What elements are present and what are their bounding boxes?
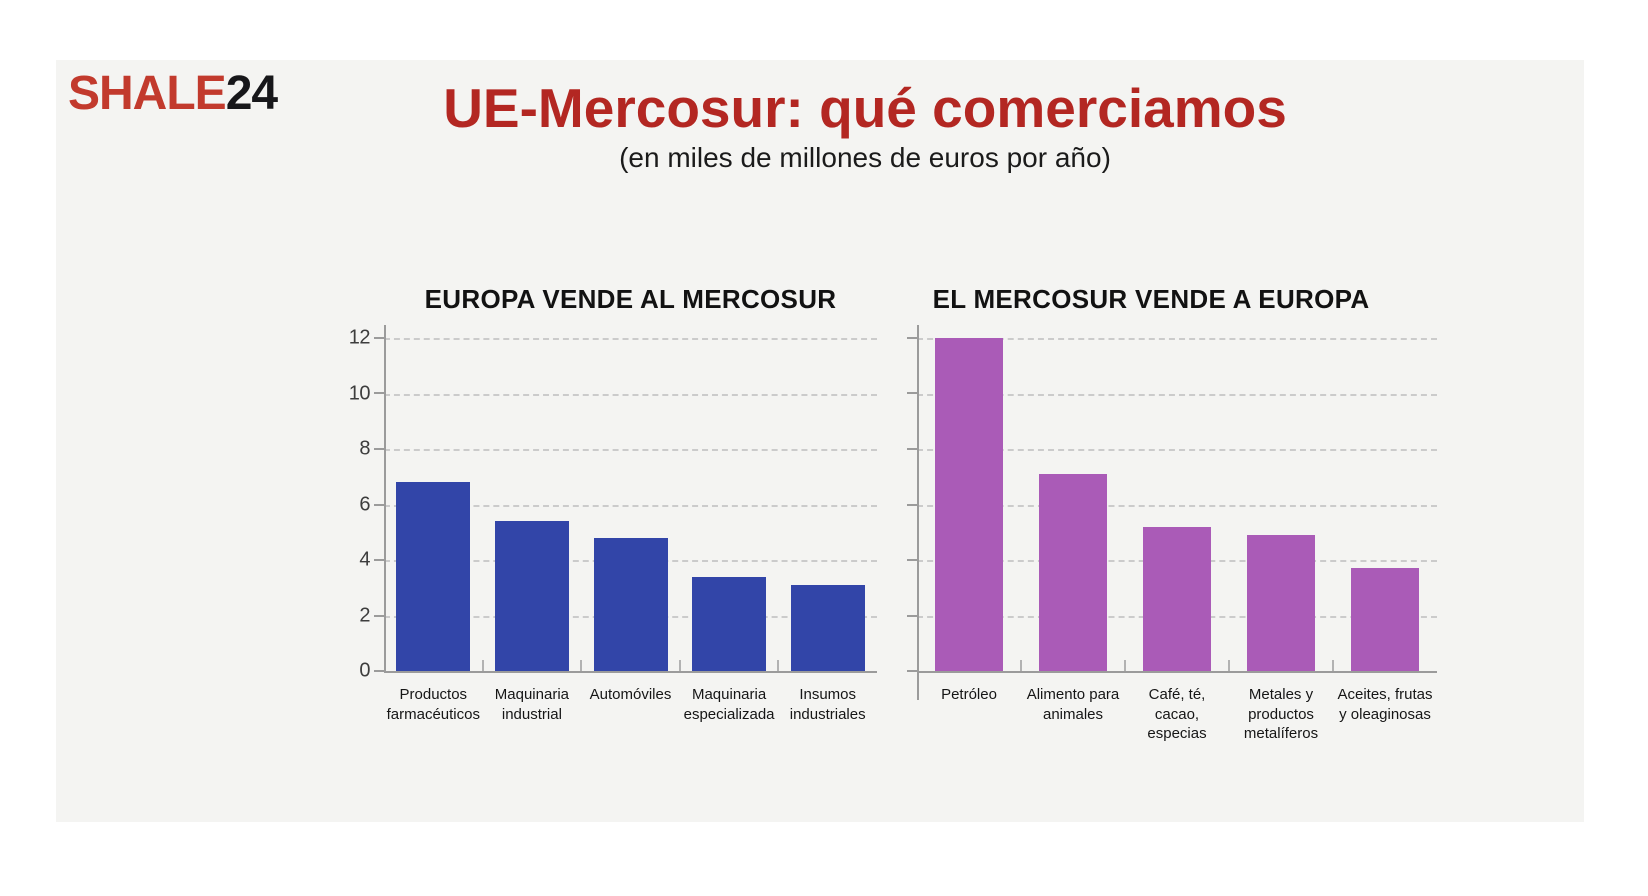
x-category-label: Café, té, cacao, especias: [1147, 686, 1207, 742]
x-axis-tick: [1020, 660, 1022, 671]
x-category-label: Automóviles: [589, 686, 672, 703]
x-category-label: Aceites, frutas y oleaginosas: [1337, 686, 1433, 723]
y-axis-tick: [907, 670, 917, 672]
y-axis-tick: [374, 337, 384, 339]
y-axis-tick: [374, 614, 384, 617]
gridline: [917, 504, 1437, 507]
x-category-label: Metales y productos metalíferos: [1243, 686, 1319, 742]
y-axis-tick: [907, 503, 917, 506]
bar: [1247, 535, 1315, 671]
page-subtitle: (en miles de millones de euros por año): [619, 141, 1111, 173]
y-axis-line: [384, 325, 386, 673]
y-axis-tick: [907, 337, 917, 339]
logo-text-black: 24: [225, 67, 278, 120]
x-axis-tick: [777, 660, 780, 671]
x-axis-tick: [580, 660, 583, 671]
plot-area-right: [907, 325, 1437, 700]
bar: [396, 482, 471, 671]
y-tick-label: 0: [359, 659, 370, 682]
gridline: [384, 449, 877, 451]
x-axis-labels-right: Petróleo Alimento para animales Café, té, …: [917, 685, 1437, 744]
y-tick-label: 2: [359, 604, 370, 626]
x-category-label: Insumos industriales: [789, 686, 866, 723]
bar: [494, 521, 569, 671]
x-axis-tick: [678, 660, 681, 671]
gridline: [917, 449, 1437, 451]
x-axis-tick: [1124, 660, 1126, 671]
chart-europa-vende-al-mercosur: EUROPA VENDE AL MERCOSUR 0 2 4 6 8 10 12 Produ…: [349, 282, 877, 724]
shale24-logo: SHALE24: [68, 66, 278, 121]
bar: [593, 537, 668, 671]
x-axis-labels-left: Productos farmacéuticos Maquinaria indust…: [384, 685, 877, 724]
x-axis-tick: [481, 660, 484, 671]
x-category-label: Maquinaria industrial: [494, 686, 569, 723]
header: UE-Mercosur: qué comerciamos (en miles d…: [146, 77, 1584, 174]
y-axis-tick: [907, 392, 917, 395]
y-axis-divider-line: [917, 325, 919, 700]
y-axis-tick: [374, 447, 384, 450]
gridline: [917, 393, 1437, 396]
chart-title-right: EL MERCOSUR VENDE A EUROPA: [932, 284, 1370, 314]
chart-mercosur-vende-a-europa: EL MERCOSUR VENDE A EUROPA Petróleo Alime…: [907, 282, 1437, 744]
y-axis-tick: [907, 614, 917, 617]
y-tick-label: 10: [348, 382, 371, 404]
y-axis-tick: [374, 392, 384, 395]
bar: [1039, 473, 1107, 671]
y-tick-label: 6: [359, 493, 370, 515]
y-tick-label: 4: [359, 548, 370, 571]
gridline: [384, 504, 877, 507]
y-axis-tick: [907, 447, 917, 450]
x-category-label: Alimento para animales: [1026, 686, 1120, 723]
x-category-label: Petróleo: [941, 686, 997, 703]
y-axis-tick: [374, 670, 384, 672]
gridline: [384, 393, 877, 396]
y-tick-label: 12: [348, 326, 371, 349]
bar: [935, 338, 1003, 671]
bar: [692, 576, 767, 671]
y-axis-tick: [374, 503, 384, 506]
logo-text-red: SHALE: [68, 67, 227, 120]
x-axis-tick: [1332, 660, 1334, 671]
bar: [1143, 526, 1211, 671]
y-tick-label: 8: [359, 437, 370, 460]
chart-title-left: EUROPA VENDE AL MERCOSUR: [424, 284, 837, 314]
y-axis-tick: [907, 558, 917, 561]
page-title: UE-Mercosur: qué comerciamos: [443, 77, 1287, 139]
x-category-label: Productos farmacéuticos: [386, 686, 480, 723]
slide-panel: SHALE24 UE-Mercosur: qué comerciamos (en…: [56, 60, 1584, 822]
x-category-label: Maquinaria especializada: [683, 686, 775, 723]
y-axis-tick: [374, 558, 384, 561]
bar: [1351, 568, 1419, 671]
gridline: [384, 338, 877, 340]
plot-area-left: 0 2 4 6 8 10 12: [349, 325, 877, 682]
gridline: [917, 338, 1437, 340]
x-axis-tick: [1228, 660, 1230, 671]
bar: [790, 584, 865, 671]
